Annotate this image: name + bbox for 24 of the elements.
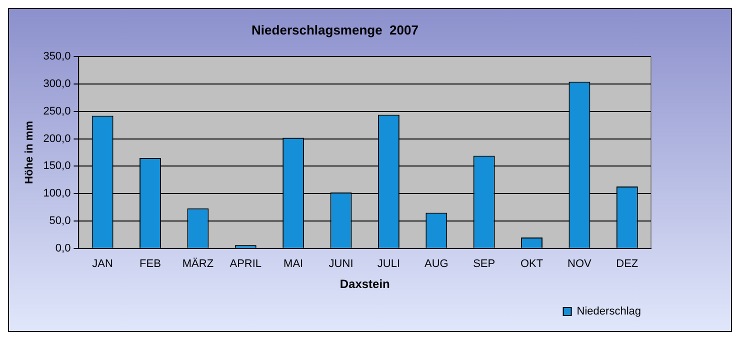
x-tick-label: JULI <box>377 258 400 270</box>
chart-title: Niederschlagsmenge 2007 <box>252 22 418 38</box>
y-tick-label: 100,0 <box>43 188 71 200</box>
x-tick-label: APRIL <box>230 258 262 270</box>
x-tick-label: JAN <box>92 258 114 270</box>
x-axis-title: Daxstein <box>340 277 390 292</box>
x-tick-label: FEB <box>140 258 161 270</box>
x-tick-label: DEZ <box>616 258 638 270</box>
y-tick-label: 250,0 <box>43 105 71 118</box>
y-axis-title: Höhe in mm <box>24 120 36 184</box>
x-tick-label: OKT <box>520 258 544 270</box>
y-tick-label: 300,0 <box>43 78 71 90</box>
y-tick-label: 200,0 <box>43 132 71 145</box>
x-tick-label: SEP <box>473 258 496 270</box>
y-tick-label: 350,0 <box>43 50 71 63</box>
x-tick-label: NOV <box>568 258 592 270</box>
y-tick-label: 0,0 <box>55 242 71 254</box>
y-tick-label: 150,0 <box>43 160 71 172</box>
x-tick-label: AUG <box>424 258 448 270</box>
x-tick-label: MAI <box>284 258 304 270</box>
x-tick-label: MÄRZ <box>182 257 214 270</box>
y-tick-label: 50,0 <box>49 215 71 228</box>
x-tick-label: JUNI <box>328 258 354 270</box>
legend-label: Niederschlag <box>576 306 641 318</box>
